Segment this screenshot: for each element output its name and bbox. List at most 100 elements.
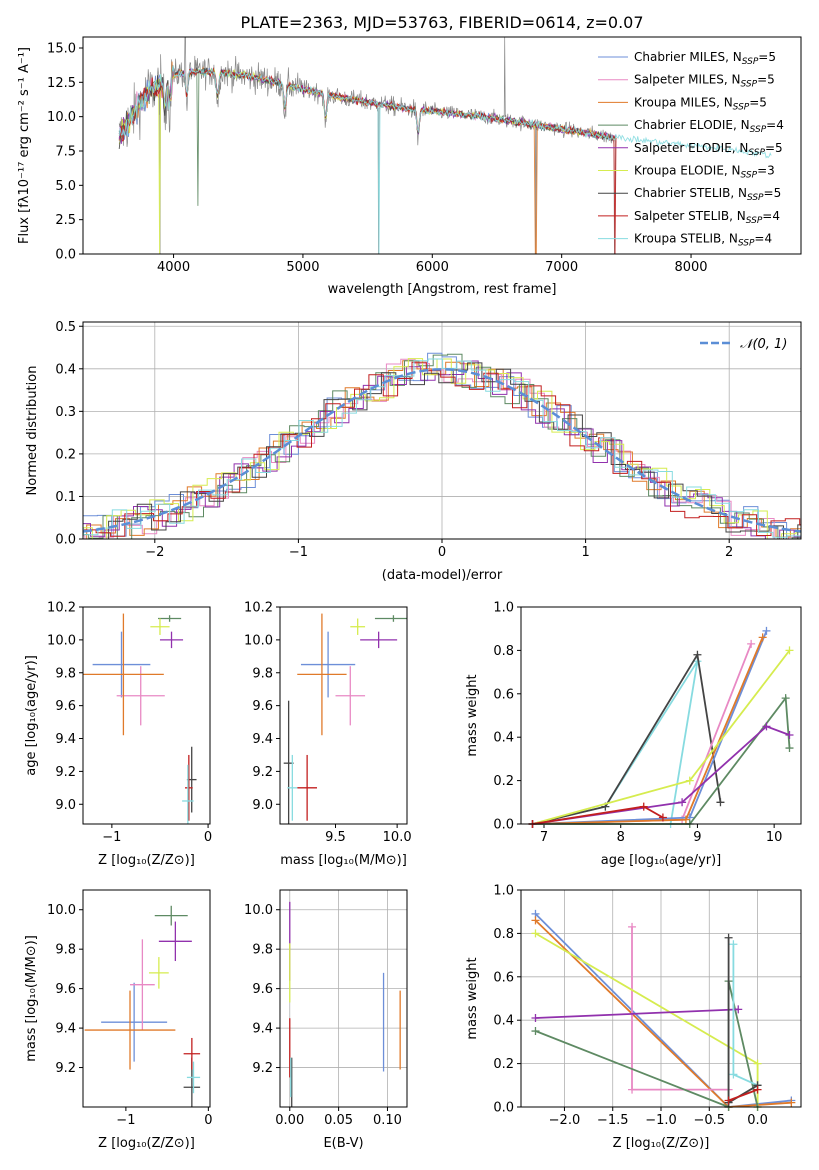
y-tick-label-4: 10.0 xyxy=(47,903,76,918)
legend-entry-1: Salpeter MILES, NSSP=5 xyxy=(634,73,775,90)
x-tick-label-1: −1.5 xyxy=(597,1113,629,1128)
legend-nssp: 4 xyxy=(776,118,784,132)
errorbars-group xyxy=(289,901,401,1107)
series-marker-1-2 xyxy=(787,1098,796,1107)
series-marker-5-1 xyxy=(685,776,694,785)
series-marker-6-0 xyxy=(729,940,738,949)
x-tick-label-1: 5000 xyxy=(286,260,319,275)
series-marker-7-2 xyxy=(762,722,771,731)
series-marker-4-0 xyxy=(531,1027,540,1036)
y-tick-label-2: 0.4 xyxy=(493,731,514,746)
series-marker-2-2 xyxy=(747,639,756,648)
y-tick-label-0: 9.0 xyxy=(55,798,76,813)
hist-kroupa-stelib xyxy=(83,358,801,538)
panel-massweight-vs-z: −2.0 −1.5 −1.0 −0.5 0.0 0.0 0.2 0.4 0.6 0.8 1.0 Z [… xyxy=(465,884,802,1151)
model-line-kroupa-stelib xyxy=(118,65,772,254)
y-axis-label: age [log₁₀(age/yr)] xyxy=(24,655,39,776)
y-tick-label-0: 9.2 xyxy=(252,1061,273,1076)
legend-eq: = xyxy=(758,50,768,64)
panel-residuals: −2 −1 0 1 2 0.0 0.1 0.2 0.3 0.4 0.5 (data-model)/er… xyxy=(25,320,802,583)
spectrum-data-group xyxy=(118,37,772,254)
y-tick-label-4: 0.8 xyxy=(493,644,514,659)
y-tick-label-3: 0.6 xyxy=(493,687,514,702)
legend-entry-0: Chabrier MILES, NSSP=5 xyxy=(634,50,776,67)
legend-entry-3: Chabrier ELODIE, NSSP=4 xyxy=(634,118,784,135)
x-axis-label: (data-model)/error xyxy=(382,568,503,583)
series-marker-8-0 xyxy=(724,1096,733,1105)
series-marker-5-0 xyxy=(531,1014,540,1023)
legend-sub: SSP xyxy=(741,171,758,181)
series-line-5 xyxy=(532,649,791,825)
x-tick-label-1: 0 xyxy=(204,830,212,845)
series-marker-6-3 xyxy=(785,744,794,753)
legend-name: Salpeter MILES xyxy=(634,73,724,87)
y-tick-label-2: 5.0 xyxy=(55,179,76,194)
y-tick-label-0: 0.0 xyxy=(55,533,76,548)
x-tick-label-0: 7 xyxy=(540,830,548,845)
x-tick-label-4: 0.0 xyxy=(747,1113,768,1128)
y-tick-label-3: 7.5 xyxy=(55,144,76,159)
series-line-7 xyxy=(532,725,790,825)
legend-nssp: 3 xyxy=(767,164,775,178)
series-marker-7-1 xyxy=(678,798,687,807)
y-tick-label-6: 15.0 xyxy=(47,41,76,56)
y-tick-label-4: 0.4 xyxy=(55,362,76,377)
series-line-2 xyxy=(631,926,729,1091)
legend-eq: = xyxy=(765,141,775,155)
legend-eq: = xyxy=(749,95,759,109)
y-tick-label-6: 10.2 xyxy=(244,601,273,616)
legend-name: Kroupa STELIB xyxy=(634,232,721,246)
legend-nssp: 4 xyxy=(764,232,772,246)
y-tick-label-2: 9.6 xyxy=(55,982,76,997)
series-marker-6-1 xyxy=(729,1070,738,1079)
panel-mass-vs-ebv: 0.00 0.05 0.10 9.2 9.4 9.6 9.8 10.0 E(B-V) xyxy=(244,889,408,1151)
series-line-8 xyxy=(728,1088,758,1102)
x-tick-label-1: 0.05 xyxy=(324,1113,353,1128)
x-axis-label: E(B-V) xyxy=(323,1136,363,1151)
y-tick-label-1: 9.2 xyxy=(252,765,273,780)
legend-sep: , N xyxy=(725,50,742,64)
x-tick-label-1: 0 xyxy=(204,1113,212,1128)
legend-entry-2: Kroupa MILES, NSSP=5 xyxy=(634,95,767,112)
plot-frame xyxy=(520,606,802,825)
y-tick-label-5: 10.0 xyxy=(47,633,76,648)
x-tick-label-0: 4000 xyxy=(157,260,190,275)
series-marker-3-0 xyxy=(531,929,540,938)
legend-nssp: 4 xyxy=(772,209,780,223)
y-tick-label-5: 1.0 xyxy=(493,601,514,616)
series-marker-3-2 xyxy=(762,626,771,635)
y-tick-label-5: 10.0 xyxy=(244,633,273,648)
x-tick-label-4: 8000 xyxy=(674,260,707,275)
series-marker-5-2 xyxy=(785,646,794,655)
legend-entry-6: Chabrier STELIB, NSSP=5 xyxy=(634,186,781,203)
y-tick-label-3: 0.6 xyxy=(493,970,514,985)
legend-name: Kroupa MILES xyxy=(634,95,716,109)
series-marker-5-1 xyxy=(734,1005,743,1014)
series-marker-4-1 xyxy=(681,815,690,824)
errorbars-group xyxy=(83,613,197,824)
errorbars-group xyxy=(84,905,201,1107)
series-line-1 xyxy=(534,919,792,1108)
y-tick-label-4: 9.8 xyxy=(55,666,76,681)
panel-mass-vs-z: −1 0 9.2 9.4 9.6 9.8 10.0 Z [log₁₀(Z/Z⊙)] mass [… xyxy=(24,889,212,1151)
model-line-chabrier-stelib xyxy=(118,65,617,149)
legend-sub: SSP xyxy=(742,57,759,67)
series-marker-6-2 xyxy=(781,694,790,703)
series-marker-7-0 xyxy=(724,933,733,942)
plot-frame xyxy=(82,606,211,825)
series-marker-1-3 xyxy=(716,798,725,807)
plot-frame xyxy=(82,36,802,255)
y-tick-label-4: 0.8 xyxy=(493,927,514,942)
y-tick-label-2: 9.4 xyxy=(252,732,273,747)
x-axis-label: mass [log₁₀(M/M⊙)] xyxy=(280,853,407,868)
legend-sep: , N xyxy=(732,141,749,155)
y-tick-label-2: 9.4 xyxy=(55,732,76,747)
series-marker-1-0 xyxy=(531,916,540,925)
panel-age-vs-mass: 9.5 10.0 9.0 9.2 9.4 9.6 9.8 10.0 10.2 mass [log₁… xyxy=(244,601,412,869)
y-tick-label-2: 0.4 xyxy=(493,1014,514,1029)
legend-eq: = xyxy=(757,73,767,87)
y-axis-label: mass [log₁₀(M/M⊙)] xyxy=(24,935,39,1062)
legend-name: Salpeter STELIB xyxy=(634,209,729,223)
y-tick-label-6: 10.2 xyxy=(47,601,76,616)
legend-sep: , N xyxy=(716,95,733,109)
